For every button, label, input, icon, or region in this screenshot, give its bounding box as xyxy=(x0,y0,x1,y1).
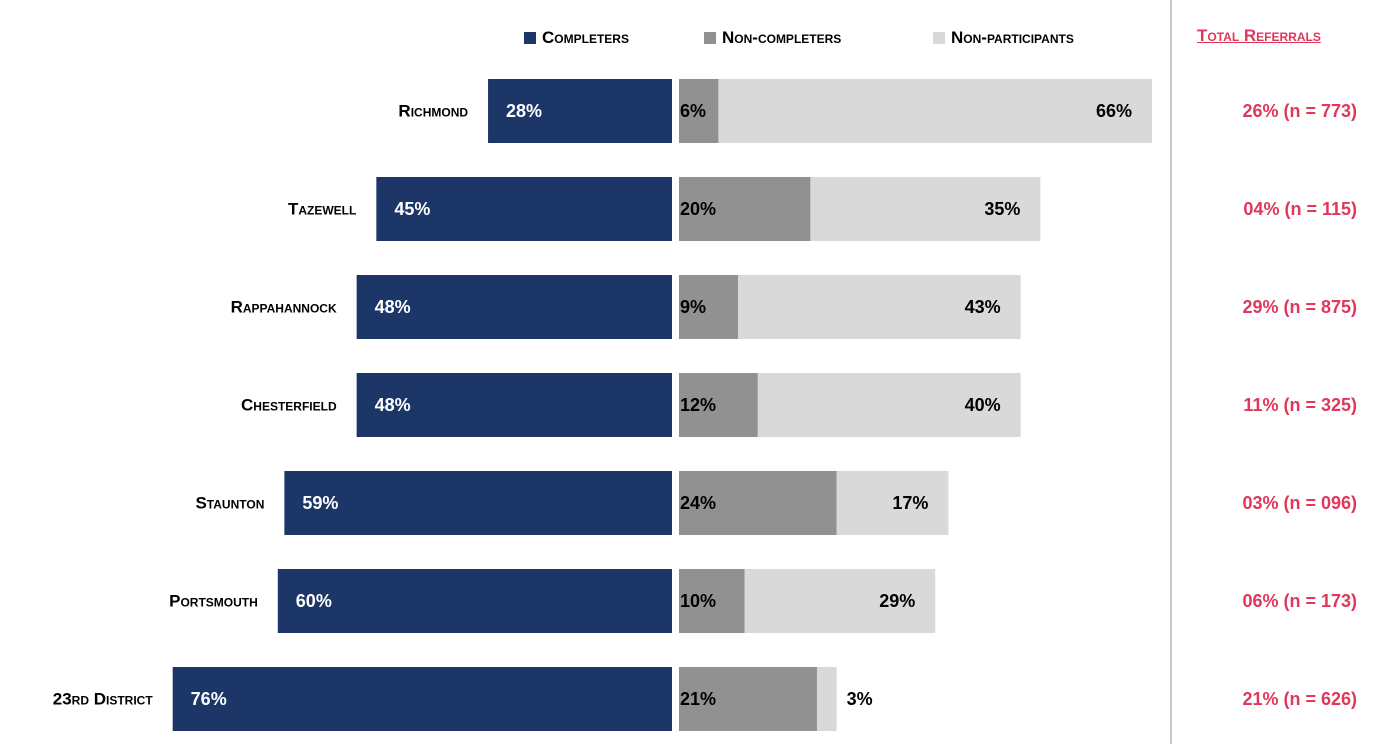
bar-non-participants-staunton xyxy=(836,471,949,535)
legend-label-completers: Completers xyxy=(542,28,629,47)
bar-non-participants-23rd-district xyxy=(816,667,837,731)
label-non-participants-rappahannock: 43% xyxy=(965,297,1001,317)
category-label-staunton: Staunton xyxy=(195,494,264,513)
legend-item-non-completers: Non-completers xyxy=(704,26,841,50)
legend-label-non-completers: Non-completers xyxy=(722,28,842,47)
bar-non-participants-tazewell xyxy=(810,177,1041,241)
bar-non-participants-richmond xyxy=(718,79,1153,143)
bar-non-completers-richmond xyxy=(679,79,719,143)
label-non-participants-richmond: 66% xyxy=(1096,101,1132,121)
total-referrals-richmond: 26% (n = 773) xyxy=(1242,101,1357,121)
legend-label-non-participants: Non-participants xyxy=(951,28,1074,47)
bar-completers-richmond xyxy=(488,79,672,143)
label-non-completers-chesterfield: 12% xyxy=(680,395,716,415)
bar-completers-23rd-district xyxy=(172,667,672,731)
bar-completers-portsmouth xyxy=(277,569,672,633)
total-referrals-rappahannock: 29% (n = 875) xyxy=(1242,297,1357,317)
bar-completers-tazewell xyxy=(376,177,672,241)
total-referrals-tazewell: 04% (n = 115) xyxy=(1243,199,1357,219)
label-completers-23rd-district: 76% xyxy=(191,689,227,709)
label-completers-tazewell: 45% xyxy=(394,199,430,219)
total-referrals-23rd-district: 21% (n = 626) xyxy=(1242,689,1357,709)
bar-completers-staunton xyxy=(284,471,672,535)
bar-non-completers-portsmouth xyxy=(679,569,745,633)
bar-non-completers-rappahannock xyxy=(679,275,739,339)
legend-swatch-non-completers xyxy=(704,32,716,44)
bar-non-completers-23rd-district xyxy=(679,667,817,731)
label-completers-portsmouth: 60% xyxy=(296,591,332,611)
category-label-tazewell: Tazewell xyxy=(288,200,356,219)
label-completers-chesterfield: 48% xyxy=(375,395,411,415)
total-referrals-portsmouth: 06% (n = 173) xyxy=(1242,591,1357,611)
category-label-rappahannock: Rappahannock xyxy=(231,298,337,317)
total-referrals-chesterfield: 11% (n = 325) xyxy=(1243,395,1357,415)
total-referrals-staunton: 03% (n = 096) xyxy=(1242,493,1357,513)
label-non-completers-richmond: 6% xyxy=(680,101,706,121)
legend-swatch-completers xyxy=(524,32,536,44)
bar-non-participants-chesterfield xyxy=(757,373,1021,437)
label-non-completers-staunton: 24% xyxy=(680,493,716,513)
bar-non-completers-chesterfield xyxy=(679,373,758,437)
category-label-23rd-district: 23rd District xyxy=(53,690,154,709)
label-completers-rappahannock: 48% xyxy=(375,297,411,317)
bar-completers-chesterfield xyxy=(356,373,672,437)
label-non-completers-rappahannock: 9% xyxy=(680,297,706,317)
category-label-chesterfield: Chesterfield xyxy=(241,396,337,415)
label-non-completers-23rd-district: 21% xyxy=(680,689,716,709)
label-non-participants-chesterfield: 40% xyxy=(965,395,1001,415)
label-non-participants-portsmouth: 29% xyxy=(879,591,915,611)
label-non-completers-portsmouth: 10% xyxy=(680,591,716,611)
legend-swatch-non-participants xyxy=(933,32,945,44)
label-completers-richmond: 28% xyxy=(506,101,542,121)
bar-non-participants-rappahannock xyxy=(738,275,1021,339)
label-completers-staunton: 59% xyxy=(302,493,338,513)
legend-item-completers: Completers xyxy=(524,26,629,50)
bar-non-completers-staunton xyxy=(679,471,837,535)
bar-non-completers-tazewell xyxy=(679,177,811,241)
label-non-participants-tazewell: 35% xyxy=(984,199,1020,219)
legend-item-non-participants: Non-participants xyxy=(933,26,1074,50)
label-non-participants-staunton: 17% xyxy=(892,493,928,513)
label-non-completers-tazewell: 20% xyxy=(680,199,716,219)
category-label-portsmouth: Portsmouth xyxy=(169,592,258,611)
bar-completers-rappahannock xyxy=(356,275,672,339)
bar-non-participants-portsmouth xyxy=(744,569,936,633)
category-label-richmond: Richmond xyxy=(398,102,468,121)
total-referrals-header: Total Referrals xyxy=(1197,26,1321,45)
label-non-participants-23rd-district: 3% xyxy=(847,689,873,709)
total-column-divider xyxy=(1170,0,1172,744)
